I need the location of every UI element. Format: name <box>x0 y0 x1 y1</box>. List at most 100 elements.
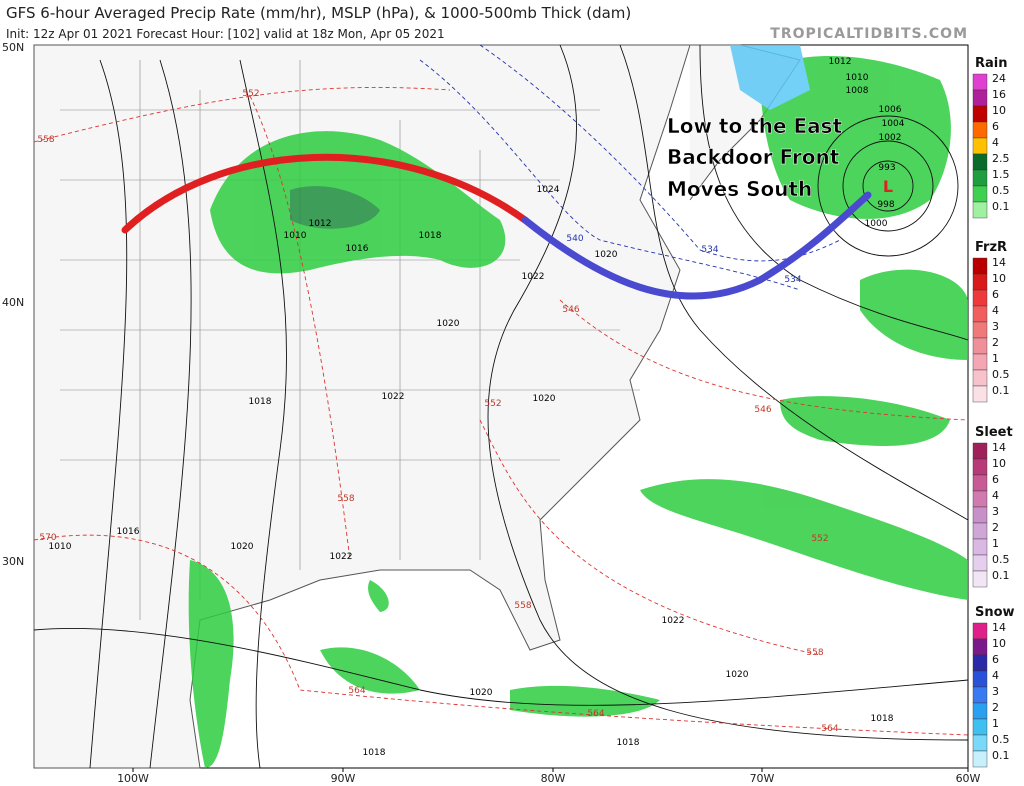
legend-label: 6 <box>992 288 999 301</box>
legend-swatch <box>972 670 988 688</box>
thickness-label: 558 <box>337 494 354 504</box>
legend-label: 10 <box>992 457 1006 470</box>
thickness-label: 534 <box>701 245 718 255</box>
isobar-label: 1018 <box>871 714 894 724</box>
isobar-label: 1020 <box>595 250 618 260</box>
isobar-label: 1016 <box>117 527 140 537</box>
legend-label: 0.1 <box>992 569 1010 582</box>
lon-label: 60W <box>956 772 981 785</box>
isobar-label: 1002 <box>879 133 902 143</box>
legend-label: 0.5 <box>992 184 1010 197</box>
thickness-label: 558 <box>806 648 823 658</box>
legend-swatch <box>972 734 988 752</box>
isobar-label: 1006 <box>879 105 902 115</box>
legend-swatch <box>972 105 988 123</box>
isobar-label: 1022 <box>382 392 405 402</box>
legend-label: 14 <box>992 621 1006 634</box>
thickness-upper <box>419 44 841 291</box>
legend-label: 0.1 <box>992 200 1010 213</box>
legend-swatch <box>972 506 988 524</box>
legend-label: 2 <box>992 521 999 534</box>
legend-swatch <box>972 89 988 107</box>
annotation: Backdoor Front <box>667 145 840 169</box>
lon-label: 100W <box>117 772 149 785</box>
lon-label: 80W <box>541 772 566 785</box>
legend-label: 4 <box>992 489 999 502</box>
isobar-label: 1022 <box>522 272 545 282</box>
legend-swatch <box>972 257 988 275</box>
annotation: Moves South <box>667 177 812 201</box>
legend-swatch <box>972 686 988 704</box>
legend-swatch <box>972 153 988 171</box>
thickness-label: 552 <box>811 534 828 544</box>
isobar-label: 1010 <box>284 231 307 241</box>
legend-swatch <box>972 458 988 476</box>
isobar-label: 1012 <box>829 57 852 67</box>
legend-title: Snow <box>975 605 1015 620</box>
legend-swatch <box>972 750 988 768</box>
legend-swatch <box>972 522 988 540</box>
isobar-label: 1004 <box>882 119 905 129</box>
isobar-label: 1020 <box>470 688 493 698</box>
legend-swatch <box>972 490 988 508</box>
isobar-label: 1020 <box>533 394 556 404</box>
legend-swatch <box>972 702 988 720</box>
isobar-label: 998 <box>877 200 894 210</box>
precipitation <box>188 45 968 768</box>
legend-swatch <box>972 121 988 139</box>
legend-label: 1.5 <box>992 168 1010 181</box>
lon-label: 70W <box>750 772 775 785</box>
legend-swatch <box>972 385 988 403</box>
legend-label: 10 <box>992 637 1006 650</box>
lon-label: 90W <box>331 772 356 785</box>
legend-swatch <box>972 538 988 556</box>
isobar-label: 1022 <box>662 616 685 626</box>
isobar-label: 1010 <box>49 542 72 552</box>
legend-swatch <box>972 369 988 387</box>
isobar-label: 1000 <box>865 219 888 229</box>
thickness-label: 564 <box>587 709 604 719</box>
legend-label: 3 <box>992 320 999 333</box>
legend-title: Sleet <box>975 425 1013 440</box>
legend-label: 14 <box>992 441 1006 454</box>
isobars <box>33 44 969 769</box>
isobar-label: 993 <box>878 163 895 173</box>
legend-label: 10 <box>992 272 1006 285</box>
legend-label: 0.1 <box>992 749 1010 762</box>
thickness-label: 546 <box>562 305 579 315</box>
legend-label: 1 <box>992 717 999 730</box>
legend-label: 6 <box>992 653 999 666</box>
low-symbol: L <box>883 177 893 196</box>
brand: TROPICALTIDBITS.COM <box>770 26 968 42</box>
warm-front <box>121 153 529 234</box>
thickness-label: 564 <box>821 724 838 734</box>
isobar-label: 1018 <box>363 748 386 758</box>
isobar-label: 1018 <box>419 231 442 241</box>
legend-swatch <box>972 442 988 460</box>
legend-label: 0.5 <box>992 553 1010 566</box>
legend-label: 16 <box>992 88 1006 101</box>
annotation: Low to the East <box>667 114 843 138</box>
isobar-label: 1018 <box>249 397 272 407</box>
legend-swatch <box>972 353 988 371</box>
legend-label: 0.5 <box>992 733 1010 746</box>
legend-swatch <box>972 201 988 219</box>
isobar-label: 1020 <box>437 319 460 329</box>
isobar-label: 1018 <box>617 738 640 748</box>
legend-label: 1 <box>992 537 999 550</box>
legend-swatch <box>972 305 988 323</box>
subtitle: Init: 12z Apr 01 2021 Forecast Hour: [10… <box>6 27 445 41</box>
legend-swatch <box>972 273 988 291</box>
legend-swatch <box>972 321 988 339</box>
legend-label: 0.1 <box>992 384 1010 397</box>
legend-swatch <box>972 638 988 656</box>
thickness-label: 546 <box>754 405 771 415</box>
legend-label: 4 <box>992 136 999 149</box>
lat-label: 30N <box>2 555 24 568</box>
legend-title: Rain <box>975 56 1008 71</box>
thickness-label: 552 <box>484 399 501 409</box>
thickness-label: 558 <box>37 135 54 145</box>
legend-label: 3 <box>992 505 999 518</box>
thickness-label: 564 <box>348 686 365 696</box>
